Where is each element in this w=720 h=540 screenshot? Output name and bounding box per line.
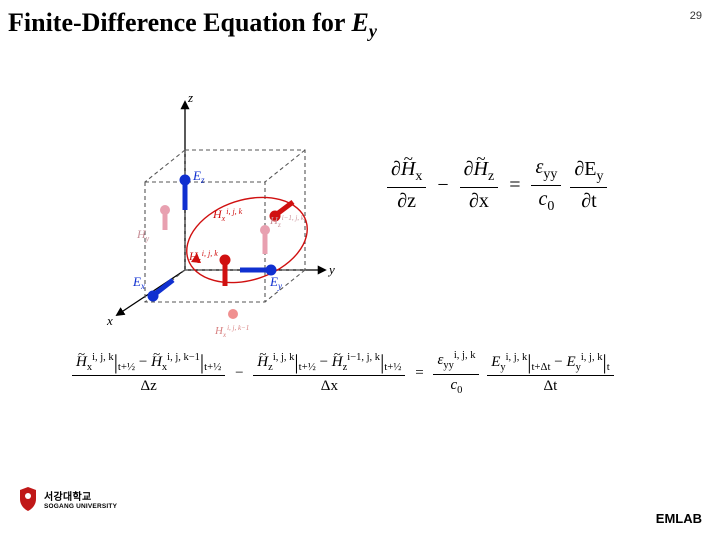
title-var-sub: y bbox=[369, 21, 377, 41]
yee-cell-diagram: z y x bbox=[95, 90, 345, 320]
svg-text:Ez: Ez bbox=[192, 168, 205, 185]
title-var: E bbox=[351, 8, 368, 37]
university-name-en: SOGANG UNIVERSITY bbox=[44, 503, 117, 510]
title-prefix: Finite‐Difference Equation for bbox=[8, 8, 351, 37]
Ez-arrow bbox=[180, 175, 191, 211]
svg-text:Ex: Ex bbox=[132, 274, 145, 291]
yee-cell-svg: z y x bbox=[95, 90, 355, 340]
svg-text:Hzi−1, j, k: Hzi−1, j, k bbox=[269, 214, 305, 229]
university-name-kr: 서강대학교 bbox=[44, 488, 117, 503]
axis-z-label: z bbox=[187, 90, 193, 105]
svg-text:Ey: Ey bbox=[269, 274, 282, 291]
shield-icon bbox=[18, 486, 38, 512]
circulation-loop bbox=[176, 183, 319, 297]
axis-x-label: x bbox=[106, 313, 113, 328]
svg-text:Hy: Hy bbox=[136, 227, 150, 243]
university-logo: 서강대학교 SOGANG UNIVERSITY bbox=[18, 486, 117, 512]
svg-text:Hxi, j, k: Hxi, j, k bbox=[212, 207, 243, 223]
continuous-equation: ∂Hx ∂z − ∂Hz ∂x = εyy c0 ∂Ey ∂t bbox=[385, 155, 609, 216]
university-text: 서강대학교 SOGANG UNIVERSITY bbox=[44, 488, 117, 510]
lab-name: EMLAB bbox=[656, 511, 702, 526]
page-number: 29 bbox=[690, 10, 702, 22]
discrete-equation: Hxi, j, k|t+½ − Hxi, j, k−1|t+½ Δz − Hzi… bbox=[70, 350, 650, 397]
Hz-i1jk-arrow bbox=[260, 225, 270, 254]
svg-text:Hxi, j, k−1: Hxi, j, k−1 bbox=[214, 324, 249, 339]
Hx-ijk1-arrow bbox=[228, 309, 238, 319]
svg-text:Hzi, j, k: Hzi, j, k bbox=[188, 249, 218, 265]
axis-y-label: y bbox=[327, 262, 335, 277]
Hy-arrow bbox=[160, 205, 170, 230]
page-title: Finite‐Difference Equation for Ey bbox=[8, 8, 377, 42]
cube-labels: Ez Ex Ey Hy Hzi, j, k Hzi−1, j, k Hxi, j… bbox=[132, 168, 305, 339]
Ex-arrow bbox=[148, 280, 174, 302]
